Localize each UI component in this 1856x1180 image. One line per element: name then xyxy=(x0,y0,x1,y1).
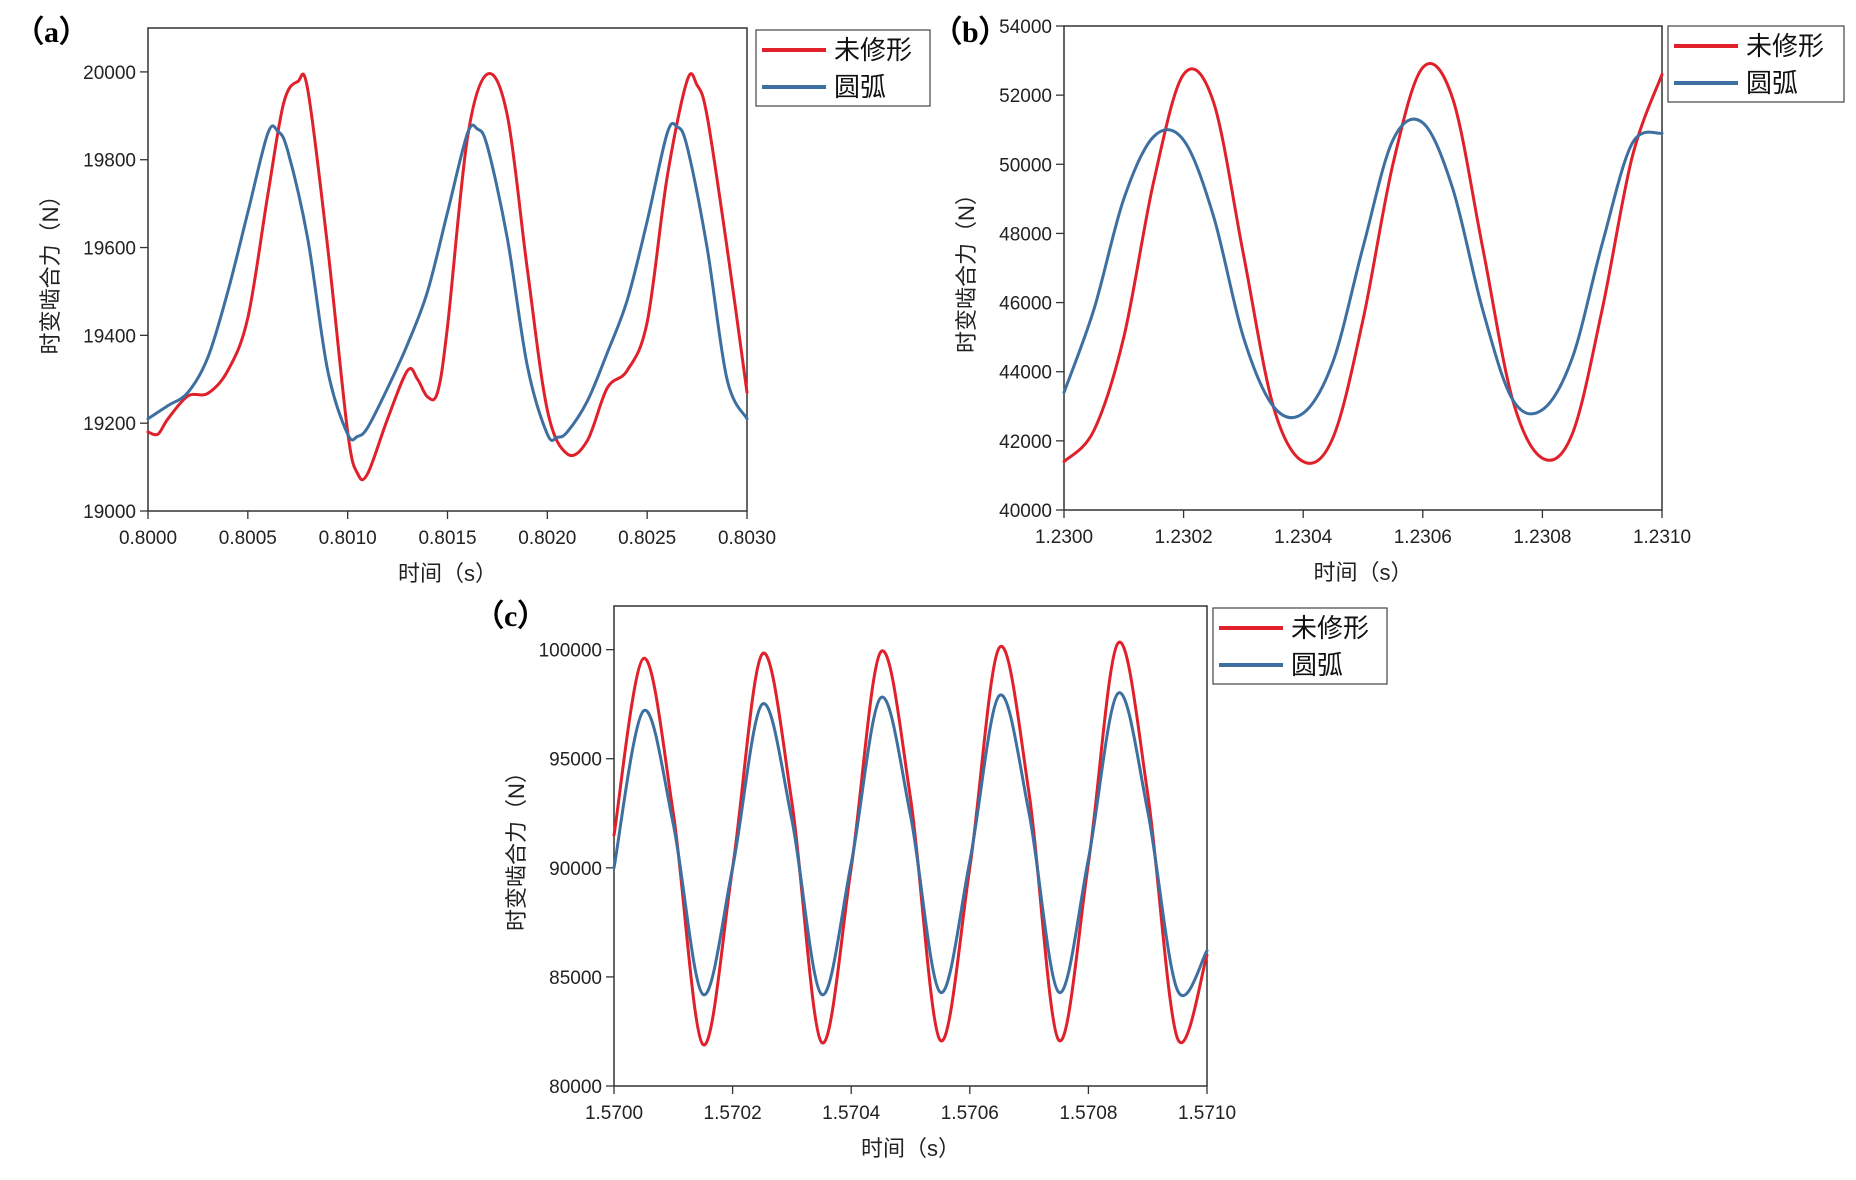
series-line-2 xyxy=(1062,117,1664,420)
x-axis-title: 时间（s） xyxy=(861,1136,960,1161)
x-tick-label: 1.5702 xyxy=(704,1103,762,1124)
x-tick-label: 1.2306 xyxy=(1394,527,1452,548)
plot-area-frame xyxy=(1063,25,1663,511)
plot-area-frame xyxy=(147,27,748,512)
series-line-2 xyxy=(612,691,1209,997)
y-axis-title: 时变啮合力（N） xyxy=(504,761,529,931)
x-tick-label: 0.8010 xyxy=(319,528,377,549)
x-tick-label: 1.5700 xyxy=(585,1103,643,1124)
legend-entry: 圆弧 xyxy=(834,72,886,102)
x-tick-label: 1.5708 xyxy=(1059,1103,1117,1124)
plot-area-frame xyxy=(613,605,1208,1087)
chart-panel-3: （c） 1.5700 1.5702 1.5704 1.5706 1.5708 1.5710 8… xyxy=(474,599,1388,1161)
x-tick-label: 0.8020 xyxy=(518,528,576,549)
x-tick-label: 0.8000 xyxy=(119,528,177,549)
y-tick-label: 19200 xyxy=(83,414,136,435)
x-tick-label: 0.8005 xyxy=(219,528,277,549)
x-tick-label: 1.2300 xyxy=(1035,527,1093,548)
panel-label: （b） xyxy=(932,15,1009,49)
x-axis-title: 时间（s） xyxy=(398,561,497,586)
x-tick-label: 1.2304 xyxy=(1274,527,1333,548)
y-tick-label: 52000 xyxy=(999,86,1052,107)
y-tick-label: 46000 xyxy=(999,294,1052,315)
chart-panel-2: （b） 1.2300 1.2302 1.2304 1.2306 1.2308 1.2310 4… xyxy=(932,15,1845,585)
x-tick-label: 1.2310 xyxy=(1633,527,1691,548)
legend-entry: 圆弧 xyxy=(1746,68,1798,98)
y-tick-label: 20000 xyxy=(83,63,136,84)
y-tick-label: 100000 xyxy=(539,641,602,662)
x-tick-label: 1.5710 xyxy=(1178,1103,1236,1124)
panel-label: （a） xyxy=(14,15,89,49)
y-axis-title: 时变啮合力（N） xyxy=(38,185,63,355)
series-line-1 xyxy=(1062,62,1664,465)
y-tick-label: 90000 xyxy=(549,859,602,880)
x-axis-title: 时间（s） xyxy=(1313,560,1412,585)
y-tick-label: 19400 xyxy=(83,326,136,347)
panel-label: （c） xyxy=(474,599,547,633)
y-tick-label: 44000 xyxy=(999,363,1052,384)
x-tick-label: 1.2308 xyxy=(1513,527,1571,548)
x-tick-label: 0.8015 xyxy=(418,528,476,549)
y-tick-label: 40000 xyxy=(999,501,1052,522)
legend-box xyxy=(1212,607,1388,685)
series-line-1 xyxy=(612,640,1209,1047)
y-tick-label: 80000 xyxy=(549,1077,602,1098)
x-tick-label: 0.8025 xyxy=(618,528,676,549)
legend-entry: 未修形 xyxy=(1746,31,1824,61)
y-axis-title: 时变啮合力（N） xyxy=(954,183,979,353)
y-tick-label: 95000 xyxy=(549,750,602,771)
legend-entry: 未修形 xyxy=(834,35,912,65)
x-tick-label: 0.8030 xyxy=(718,528,776,549)
y-tick-label: 54000 xyxy=(999,17,1052,38)
y-tick-label: 19600 xyxy=(83,239,136,260)
y-tick-label: 19800 xyxy=(83,151,136,172)
y-tick-label: 50000 xyxy=(999,155,1052,176)
y-tick-label: 85000 xyxy=(549,968,602,989)
legend-entry: 未修形 xyxy=(1291,613,1369,643)
series-line-2 xyxy=(146,121,749,442)
x-tick-label: 1.5704 xyxy=(822,1103,881,1124)
legend-box xyxy=(1667,25,1845,103)
y-tick-label: 48000 xyxy=(999,224,1052,245)
x-tick-label: 1.5706 xyxy=(941,1103,999,1124)
y-tick-label: 42000 xyxy=(999,432,1052,453)
x-tick-label: 1.2302 xyxy=(1155,527,1213,548)
series-line-1 xyxy=(146,72,749,482)
legend-box xyxy=(755,29,931,107)
chart-panel-1: （a） 0.8000 0.8005 0.8010 0.8015 0.8020 0.8025 0… xyxy=(14,15,931,586)
legend-entry: 圆弧 xyxy=(1291,650,1343,680)
y-tick-label: 19000 xyxy=(83,502,136,523)
